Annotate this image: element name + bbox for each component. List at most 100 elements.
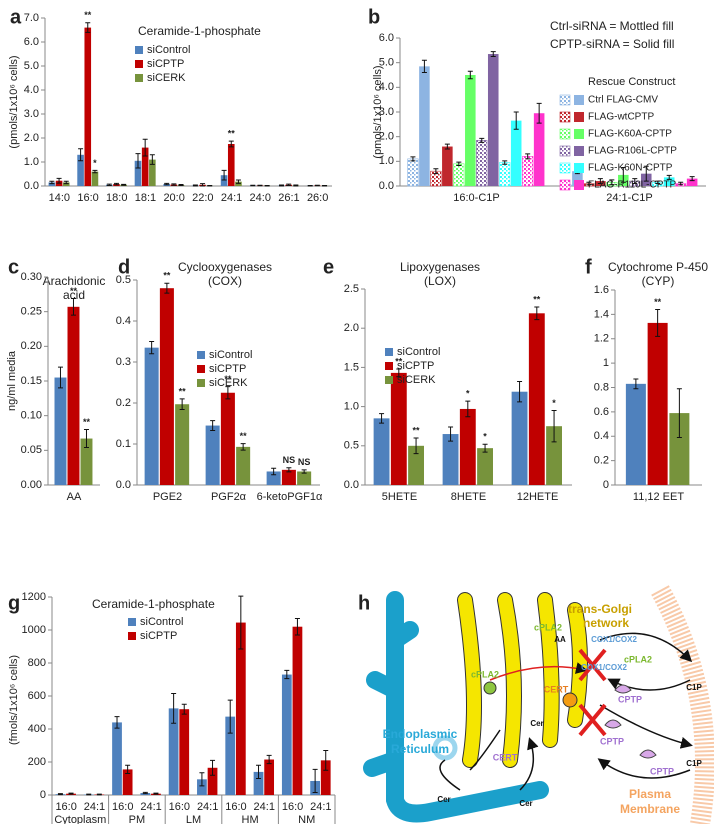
legend-label: siControl [140,616,183,628]
bar [476,140,488,187]
x-tick-label: 20:0 [163,192,184,204]
y-tick-label: 0.4 [116,315,131,327]
y-tick-label: 0.10 [21,410,42,422]
bar [266,471,281,485]
x-tick-label: 26:1 [278,192,299,204]
cpla2-icon [483,681,497,695]
panel-letter: f [585,256,592,278]
legend-swatch [559,179,571,191]
x-tick-label: 16:0-C1P [453,192,499,204]
y-tick-label: 800 [28,657,46,669]
error-bar [178,184,184,187]
legend-title: Rescue Construct [588,76,675,88]
error-bar [490,51,496,57]
y-tick-label: 200 [28,756,46,768]
panel-letter: e [323,256,334,278]
group-label: PM [129,814,146,824]
bar [134,160,142,186]
error-bar [92,169,98,174]
block-mark [578,648,607,737]
error-bar [106,183,112,187]
error-bar [240,443,246,451]
x-tick-label: 16:0 [282,801,303,813]
golgi-outline [457,592,588,768]
panel-letter: g [8,592,20,614]
bar [253,771,264,795]
y-tick-label: 0.25 [21,306,42,318]
diagram-label: AA [554,635,566,644]
significance-label: ** [224,374,232,384]
bar [62,182,70,186]
bar [91,171,99,186]
error-bar [301,469,307,474]
diagram-label: C1P [686,759,702,768]
error-bar [609,179,615,186]
y-tick-label: 2.0 [24,132,39,144]
significance-label: ** [533,294,541,304]
x-tick-label: 8HETE [451,491,486,503]
legend-swatch [197,351,205,359]
golgi-cisternae [458,593,587,767]
x-tick-label: 11,12 EET [633,491,684,503]
error-bar [456,161,462,167]
x-tick-label: 22:0 [192,192,213,204]
y-tick-label: 0.30 [21,271,42,283]
legend-swatch [559,128,571,140]
diagram [363,585,714,824]
x-tick-label: 24:1 [221,192,242,204]
legend-swatch [135,74,143,82]
significance-label: * [466,388,470,398]
y-tick-label: 0.15 [21,375,42,387]
bar [80,438,93,485]
diagram-label: CPTP [600,736,624,746]
bar [281,469,296,485]
cert-icon [562,692,578,708]
bar [205,425,220,485]
chart-subtitle: (CYP) [642,274,675,288]
error-bar [444,143,450,150]
diagram-label: Endoplasmic [383,727,458,741]
error-bar [149,154,155,165]
error-bar [678,181,684,186]
error-bar [286,467,292,473]
y-tick-label: 400 [28,723,46,735]
chart-title: Cytochrome P-450 [608,260,708,274]
x-tick-label: 16:0 [112,801,133,813]
significance-label: ** [163,271,171,281]
x-tick-label: 24:0 [250,192,271,204]
significance-label: * [483,432,487,442]
y-axis-label: ng/ml media [6,350,18,411]
bar [625,383,646,485]
y-tick-label: 5.0 [24,60,39,72]
legend-label: siControl [397,346,440,358]
legend-swatch [385,348,393,356]
error-bar [676,388,682,438]
bar [220,392,235,485]
diagram-label: Plasma [629,787,671,801]
y-tick-label: 1.6 [594,284,609,296]
bar [453,163,465,187]
error-bar [63,180,69,185]
x-tick-label: 24:1 [197,801,218,813]
y-tick-label: 3.0 [24,108,39,120]
x-tick-label: 24:1 [254,801,275,813]
bar [442,146,453,186]
y-tick-label: 0.00 [21,479,42,491]
diagram-label: CERT [493,752,518,762]
legend-label: FLAG-R106L-CPTP [588,146,677,157]
significance-label: ** [84,10,92,20]
error-bar [482,443,488,453]
diagram-label: network [583,616,629,630]
diagram-label: cPLA2 [624,654,652,664]
bar [510,120,522,186]
diagram-label: C1P [686,683,702,692]
legend-label: siCPTP [209,363,246,375]
error-bar [633,378,639,390]
x-tick-label: 16:0 [225,801,246,813]
y-tick-label: 4.0 [379,81,394,93]
error-bar [323,749,329,771]
error-bar [83,429,89,449]
y-tick-label: 0.1 [116,438,131,450]
legend-label: siCPTP [140,630,177,642]
y-tick-label: 1.2 [594,333,609,345]
